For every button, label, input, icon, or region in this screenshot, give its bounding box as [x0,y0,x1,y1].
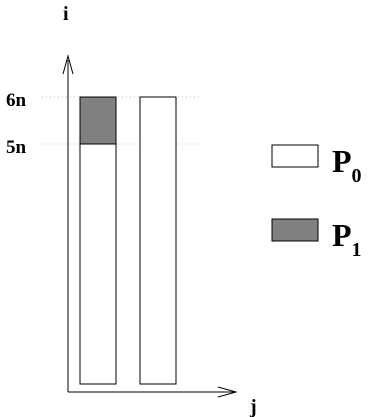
legend-label-p1-sub: 1 [352,239,362,261]
legend-label-p0: P0 [332,143,362,187]
tick-label-6n: 6n [6,90,27,111]
column-1-white-block [79,143,117,385]
i-axis-label: i [63,3,69,25]
legend-swatch-p1 [271,218,319,242]
i-axis-arrowhead [62,54,74,75]
column-2-white-block [139,96,177,385]
legend: P0 P1 [271,143,362,261]
legend-label-p0-base: P [332,143,352,179]
legend-swatch-p0 [271,144,319,168]
legend-label-p1: P1 [332,217,362,261]
column-1-shaded-block [79,96,117,145]
legend-label-p1-base: P [332,217,352,253]
j-axis-label: j [249,396,257,417]
tick-label-5n: 5n [6,137,27,158]
j-axis-arrowhead [217,386,238,398]
legend-label-p0-sub: 0 [352,165,362,187]
